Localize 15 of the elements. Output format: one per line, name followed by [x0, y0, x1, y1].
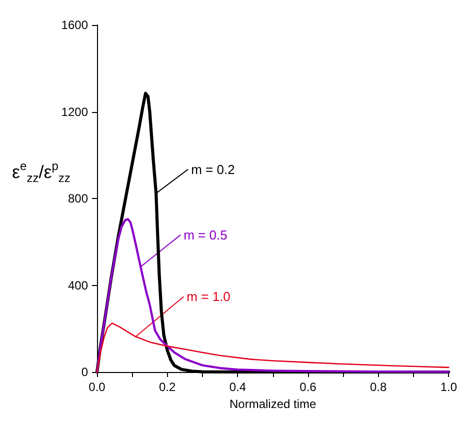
y-tick-label: 400: [68, 278, 88, 292]
x-tick-label: 0.0: [88, 380, 106, 394]
y-tick-label: 0: [81, 365, 88, 379]
x-axis-title: Normalized time: [229, 396, 316, 411]
x-tick-label: 0.8: [370, 380, 387, 394]
x-tick-label: 0.2: [158, 380, 176, 394]
y-tick-label: 800: [68, 192, 88, 206]
x-tick-label: 0.4: [229, 380, 246, 394]
annotation: m = 0.5: [184, 227, 228, 242]
x-tick-label: 0.6: [300, 380, 317, 394]
annotation: m = 1.0: [186, 289, 230, 304]
y-tick-label: 1600: [61, 18, 88, 32]
y-tick-label: 1200: [61, 104, 88, 119]
annotation: m = 0.2: [191, 162, 235, 177]
x-tick-label: 1.0: [440, 380, 458, 394]
